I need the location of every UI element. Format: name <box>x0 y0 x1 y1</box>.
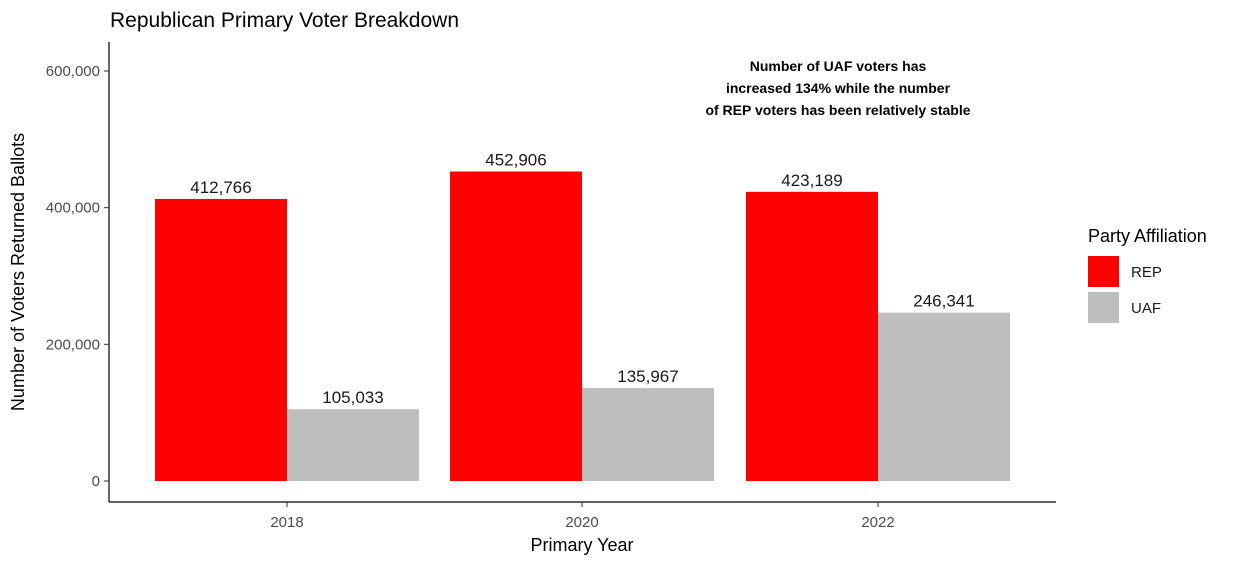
bar-rep-2022 <box>746 191 878 481</box>
annotation-line: Number of UAF voters has <box>750 58 927 74</box>
bar-uaf-2018 <box>287 409 419 481</box>
legend-title: Party Affiliation <box>1088 226 1207 246</box>
x-tick-label: 2018 <box>270 514 303 531</box>
y-tick-label: 600,000 <box>46 63 100 80</box>
bar-rep-2018 <box>155 198 287 481</box>
y-axis-ticks: 0 200,000 400,000 600,000 <box>46 63 109 490</box>
y-tick-label: 200,000 <box>46 336 100 353</box>
y-tick-label: 400,000 <box>46 200 100 217</box>
bar-value-label: 412,766 <box>190 178 251 197</box>
bar-uaf-2020 <box>582 388 714 481</box>
x-tick-label: 2022 <box>861 514 894 531</box>
annotation-line: increased 134% while the number <box>726 80 951 96</box>
bar-rep-2020 <box>450 171 582 482</box>
x-axis-title: Primary Year <box>530 535 633 555</box>
annotation: Number of UAF voters has increased 134% w… <box>705 58 970 118</box>
bar-value-label: 105,033 <box>322 388 383 407</box>
legend: Party Affiliation REP UAF <box>1088 226 1207 323</box>
bar-value-label: 423,189 <box>781 171 842 190</box>
annotation-line: of REP voters has been relatively stable <box>705 102 970 118</box>
chart-title: Republican Primary Voter Breakdown <box>110 9 459 32</box>
legend-key-uaf <box>1088 292 1119 323</box>
bar-value-label: 135,967 <box>617 367 678 386</box>
legend-key-rep <box>1088 256 1119 287</box>
bar-value-label: 246,341 <box>913 292 974 311</box>
y-tick-label: 0 <box>92 473 100 490</box>
legend-label: REP <box>1131 264 1162 281</box>
x-tick-label: 2020 <box>565 514 598 531</box>
y-axis-title: Number of Voters Returned Ballots <box>8 133 28 411</box>
bar-uaf-2022 <box>878 312 1010 481</box>
plot-area: 412,766 452,906 423,189 105,033 135,967 246,3… <box>155 151 1010 482</box>
legend-label: UAF <box>1131 300 1161 317</box>
x-axis-ticks: 2018 2020 2022 <box>270 502 895 531</box>
bar-value-label: 452,906 <box>485 151 546 170</box>
